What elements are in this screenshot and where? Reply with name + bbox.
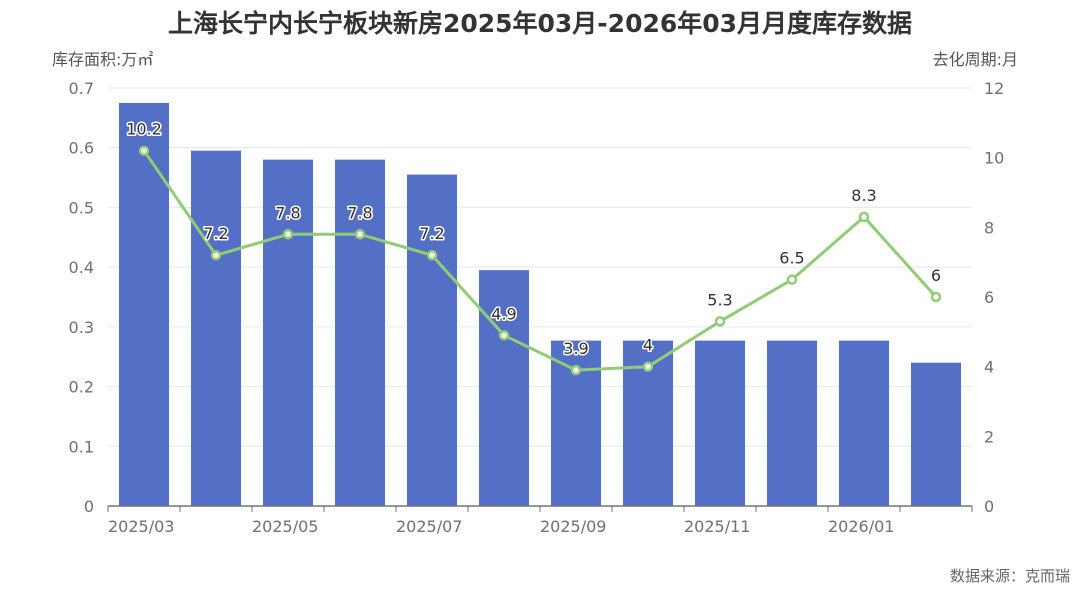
bar bbox=[767, 340, 817, 506]
y-left-tick-label: 0.4 bbox=[69, 258, 94, 277]
y-left-tick-label: 0.1 bbox=[69, 437, 94, 456]
line-data-label: 5.3 bbox=[707, 290, 732, 309]
line-point bbox=[210, 249, 222, 261]
source-note: 数据来源：克而瑞 bbox=[949, 567, 1070, 585]
x-tick-label: 2025/03 bbox=[108, 517, 174, 536]
x-tick-label: 2025/09 bbox=[540, 517, 606, 536]
data-labels: 10.2 7.2 7.8 7.8 7.2 4.9 3.9 4 5.3 6.5 8.3 6 bbox=[125, 118, 943, 359]
x-tick-label: 2025/05 bbox=[252, 517, 318, 536]
y-left-tick-label: 0.7 bbox=[69, 79, 94, 98]
line-point bbox=[138, 145, 150, 156]
line-data-label: 10.2 bbox=[126, 120, 162, 139]
left-axis-title: 库存面积:万㎡ bbox=[52, 50, 154, 69]
y-right-tick-label: 12 bbox=[984, 79, 1004, 98]
line-path bbox=[142, 149, 938, 372]
line-data-label: 4 bbox=[643, 336, 653, 355]
line-point bbox=[786, 274, 798, 285]
bar bbox=[335, 159, 385, 506]
bar bbox=[839, 340, 889, 506]
bar bbox=[407, 174, 457, 507]
line-data-label: 4.9 bbox=[491, 304, 516, 323]
line-point bbox=[642, 361, 654, 372]
grid-lines bbox=[108, 87, 972, 447]
line-data-label: 6.5 bbox=[779, 249, 804, 268]
y-right-tick-label: 8 bbox=[984, 218, 994, 237]
line-point bbox=[858, 211, 870, 223]
line-point bbox=[570, 364, 582, 376]
line-data-label: 7.8 bbox=[275, 203, 300, 222]
line-point bbox=[930, 291, 942, 303]
line-data-label: 7.2 bbox=[203, 224, 228, 243]
x-tick-label: 2025/11 bbox=[684, 517, 750, 536]
y-right-tick-label: 6 bbox=[984, 288, 994, 307]
y-left-tick-label: 0 bbox=[84, 497, 94, 516]
bar bbox=[119, 102, 169, 506]
y-left-tick-label: 0.2 bbox=[69, 378, 94, 397]
y-left-tick-label: 0.6 bbox=[69, 139, 94, 158]
line-series bbox=[138, 145, 942, 376]
line-data-label: 8.3 bbox=[851, 186, 876, 205]
axes: 0 0.1 0.2 0.3 0.4 0.5 0.6 0.7 0 2 4 6 8 10 12 2025/03 20… bbox=[69, 79, 1005, 536]
y-left-tick-label: 0.5 bbox=[69, 198, 94, 217]
bar bbox=[479, 270, 529, 506]
bar bbox=[911, 362, 961, 506]
line-data-label: 6 bbox=[931, 266, 941, 285]
y-right-tick-label: 0 bbox=[984, 497, 994, 516]
line-point bbox=[714, 316, 726, 327]
line-point bbox=[498, 330, 510, 341]
x-tick-label: 2025/07 bbox=[396, 517, 462, 536]
bar bbox=[191, 150, 241, 506]
bar bbox=[695, 340, 745, 506]
right-axis-title: 去化周期:月 bbox=[932, 50, 1018, 69]
y-right-tick-label: 2 bbox=[984, 427, 994, 446]
line-point bbox=[426, 249, 438, 261]
y-right-tick-label: 4 bbox=[984, 358, 994, 377]
line-point bbox=[282, 229, 294, 240]
line-data-label: 7.8 bbox=[347, 203, 372, 222]
line-data-label: 3.9 bbox=[563, 339, 588, 358]
y-right-tick-label: 10 bbox=[984, 149, 1004, 168]
line-data-label: 7.2 bbox=[419, 224, 444, 243]
x-tick-label: 2026/01 bbox=[828, 517, 894, 536]
chart-title: 上海长宁内长宁板块新房2025年03月-2026年03月月度库存数据 bbox=[167, 9, 913, 38]
bar bbox=[263, 159, 313, 506]
y-left-tick-label: 0.3 bbox=[69, 318, 94, 337]
line-point bbox=[354, 229, 366, 240]
bar-series bbox=[119, 102, 961, 507]
